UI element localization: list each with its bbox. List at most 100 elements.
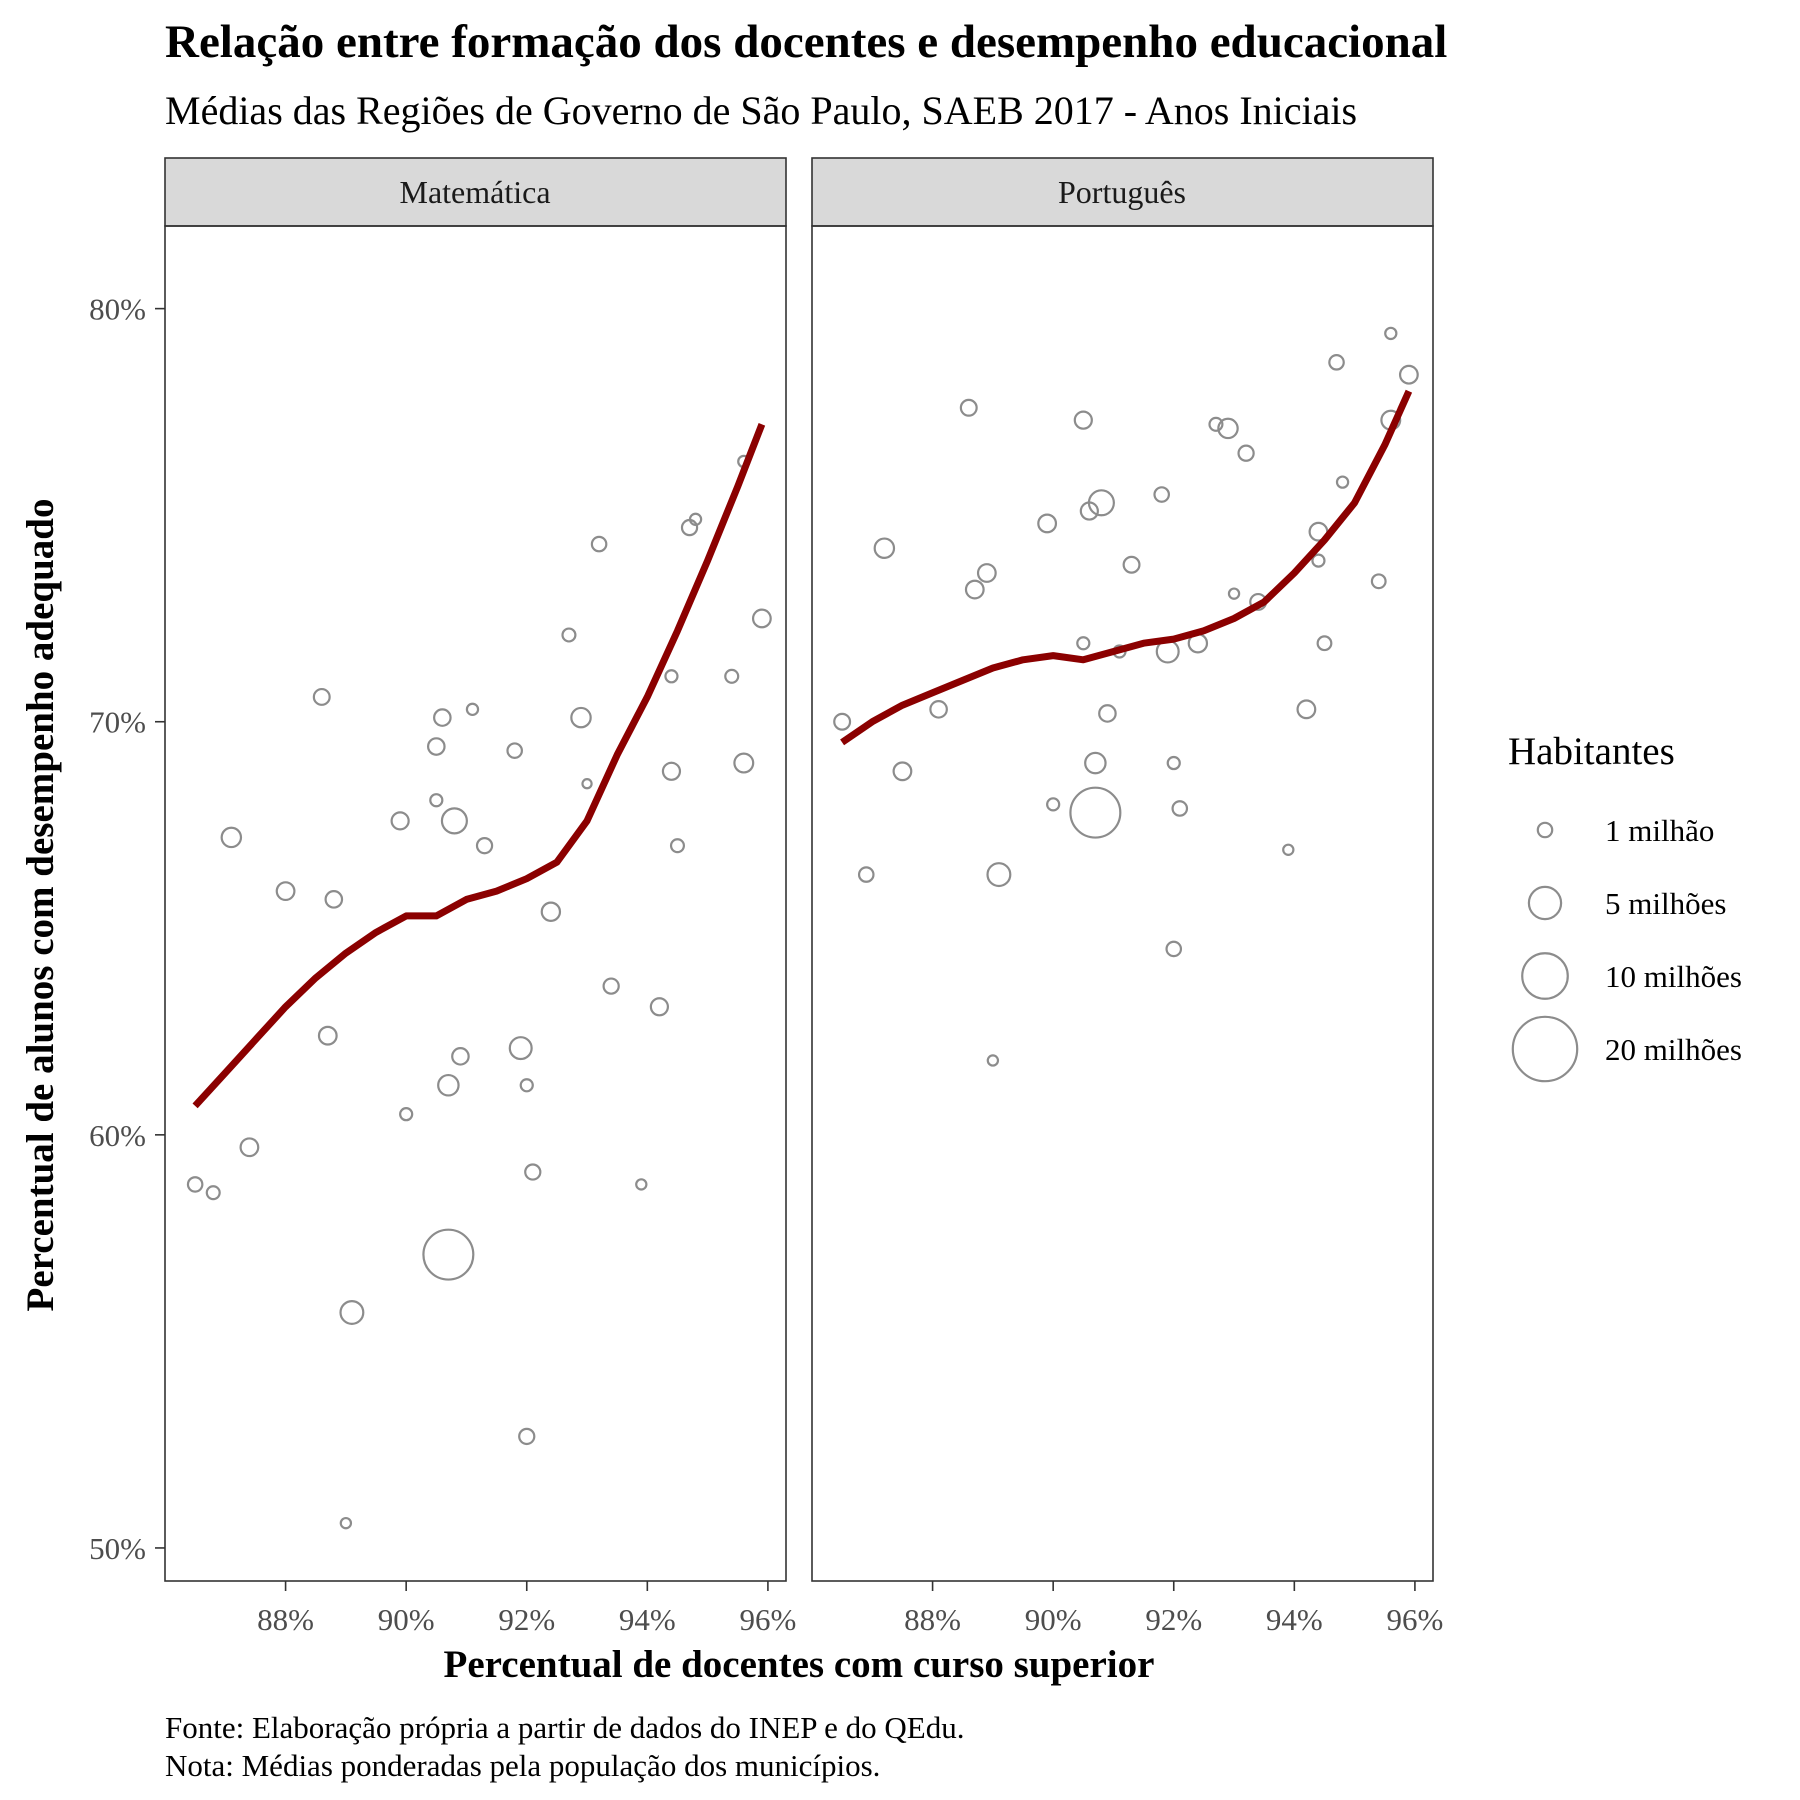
data-point-portugues [1208, 416, 1224, 432]
data-point-portugues [873, 537, 896, 559]
caption-note: Nota: Médias ponderadas pela população d… [165, 1748, 880, 1783]
data-point-portugues [976, 563, 997, 583]
data-point-matematica [590, 535, 608, 553]
data-point-matematica [339, 1516, 353, 1530]
data-point-portugues [892, 761, 913, 782]
data-point-portugues [1037, 513, 1058, 534]
data-point-matematica [508, 1036, 533, 1061]
data-point-matematica [751, 608, 772, 629]
data-point-matematica [561, 627, 577, 643]
x-tick-label-matematica: 88% [257, 1602, 314, 1637]
x-tick-label-matematica: 94% [619, 1602, 676, 1637]
x-tick-label-matematica: 90% [378, 1602, 435, 1637]
data-point-matematica [570, 706, 592, 729]
panel-portugues: Português [811, 157, 1434, 1582]
data-point-portugues [959, 398, 978, 417]
data-point-portugues [833, 712, 852, 731]
data-point-matematica [688, 512, 703, 526]
points-matematica [186, 454, 772, 1530]
data-point-matematica [390, 811, 410, 831]
data-point-portugues [1073, 410, 1093, 430]
data-point-matematica [602, 977, 620, 995]
strip-label-portugues: Português [1058, 174, 1186, 210]
data-point-matematica [429, 793, 444, 808]
data-point-matematica [733, 752, 755, 774]
strip-portugues [811, 157, 1434, 227]
x-tick-label-portugues: 94% [1266, 1602, 1323, 1637]
data-point-portugues [1316, 635, 1333, 652]
x-tick-label-matematica: 96% [739, 1602, 796, 1637]
data-point-matematica [205, 1185, 221, 1201]
data-point-portugues [1217, 417, 1239, 440]
legend-key-20-milhoes [1511, 1015, 1579, 1083]
legend-key-10-milhoes [1521, 952, 1569, 1000]
strip-matematica [164, 157, 787, 227]
data-point-matematica [317, 1025, 338, 1046]
x-tick-label-portugues: 90% [1025, 1602, 1082, 1637]
data-point-matematica [433, 708, 452, 727]
x-axis-title: Percentual de docentes com curso superio… [444, 1643, 1155, 1686]
panel-frame-matematica [164, 225, 787, 1582]
legend-title: Habitantes [1508, 730, 1675, 773]
data-point-matematica [422, 1228, 475, 1281]
data-point-portugues [1165, 940, 1183, 958]
smooth-line-matematica [192, 423, 766, 1109]
data-point-portugues [986, 1054, 1000, 1067]
data-point-matematica [324, 890, 344, 909]
data-point-matematica [475, 837, 494, 855]
data-point-portugues [1153, 486, 1170, 503]
data-point-portugues [929, 700, 948, 719]
data-point-matematica [275, 881, 296, 902]
y-tick-label: 70% [89, 705, 146, 740]
data-point-portugues [1069, 786, 1122, 839]
data-point-matematica [664, 669, 679, 684]
legend-entries: 1 milhão 5 milhões 10 milhões 20 milhões [1511, 813, 1742, 1083]
x-tick-label-matematica: 92% [498, 1602, 555, 1637]
y-tick-label: 50% [89, 1531, 146, 1566]
panel-matematica: Matemática [164, 157, 787, 1582]
data-point-portugues [1098, 704, 1117, 723]
data-point-matematica [220, 826, 243, 849]
data-point-matematica [465, 702, 480, 717]
data-point-portugues [1398, 364, 1419, 385]
data-point-matematica [440, 807, 468, 835]
data-point-matematica [506, 742, 523, 759]
data-point-matematica [451, 1047, 470, 1066]
strip-label-matematica: Matemática [399, 174, 550, 210]
data-point-portugues [1076, 636, 1091, 651]
data-point-matematica [724, 668, 740, 684]
y-axis-title: Percentual de alunos com desempenho adeq… [19, 499, 62, 1312]
caption-source: Fonte: Elaboração própria a partir de da… [165, 1710, 964, 1745]
data-point-matematica [649, 997, 670, 1017]
x-axis-portugues: 88% 90% 92% 94% 96% [904, 1581, 1443, 1637]
legend-key-5-milhoes [1527, 885, 1563, 921]
data-point-portugues [1046, 797, 1061, 812]
y-tick-label: 80% [89, 292, 146, 327]
data-point-portugues [1296, 699, 1317, 720]
points-portugues [833, 326, 1419, 1067]
data-point-matematica [312, 687, 331, 706]
legend-label-20-milhoes: 20 milhões [1605, 1032, 1742, 1067]
x-tick-label-portugues: 92% [1145, 1602, 1202, 1637]
data-point-portugues [1237, 444, 1255, 462]
data-point-matematica [661, 761, 682, 781]
data-point-portugues [1087, 489, 1115, 517]
y-tick-label: 60% [89, 1118, 146, 1153]
legend-key-1-milhao [1536, 821, 1554, 839]
data-point-portugues [1370, 573, 1387, 590]
data-point-matematica [437, 1073, 460, 1097]
data-point-portugues [964, 579, 985, 600]
data-point-matematica [635, 1178, 648, 1191]
size-legend: Habitantes 1 milhão 5 milhões 10 milhões 20… [1508, 730, 1742, 1083]
data-point-portugues [1335, 475, 1350, 489]
data-point-matematica [186, 1176, 204, 1193]
data-point-portugues [1171, 800, 1189, 817]
legend-label-1-milhao: 1 milhão [1605, 813, 1714, 848]
data-point-portugues [1122, 555, 1141, 574]
y-axis: 50% 60% 70% 80% [89, 292, 165, 1566]
data-point-matematica [239, 1137, 260, 1158]
legend-label-10-milhoes: 10 milhões [1605, 959, 1742, 994]
data-point-matematica [669, 838, 686, 854]
data-point-matematica [427, 737, 446, 756]
data-point-portugues [1328, 354, 1345, 371]
